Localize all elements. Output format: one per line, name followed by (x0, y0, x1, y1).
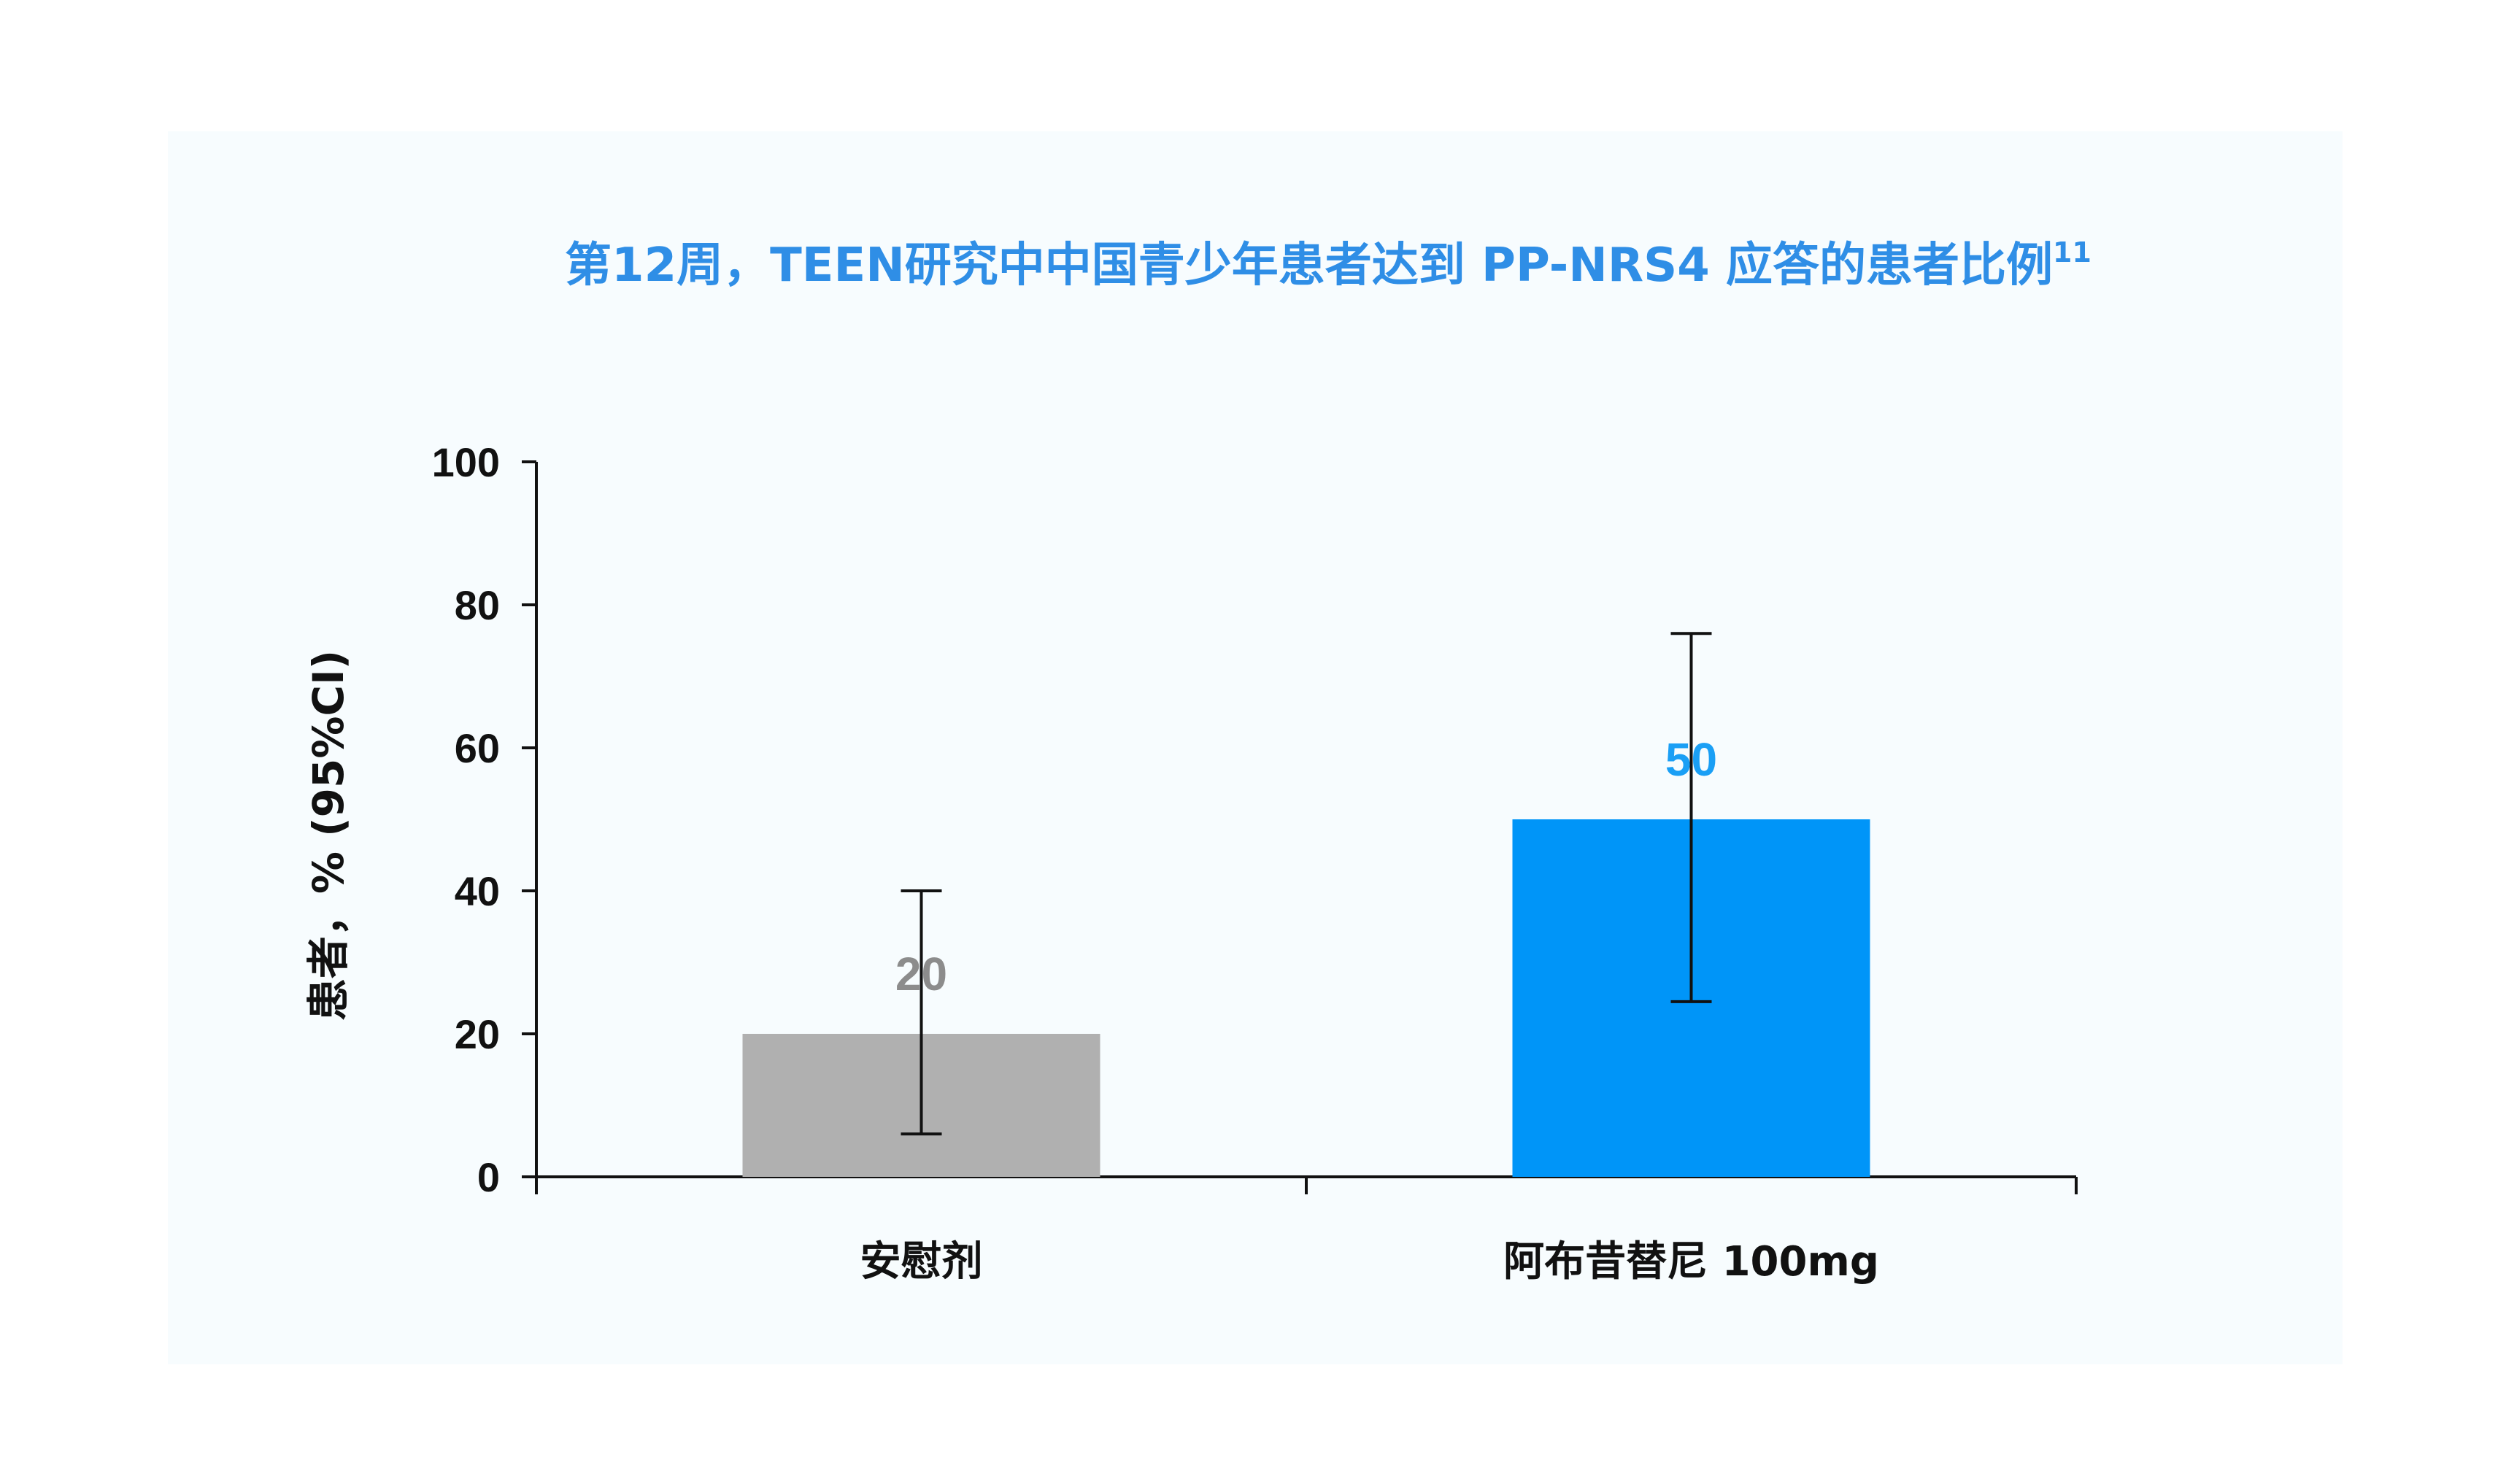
data-label: 20 (895, 948, 947, 1000)
y-tick-label: 20 (455, 1011, 500, 1057)
y-tick-label: 80 (455, 582, 500, 628)
y-tick-label: 40 (455, 868, 500, 914)
data-label: 50 (1665, 733, 1717, 786)
y-tick-label: 100 (432, 439, 500, 485)
category-labels: 安慰剂 阿布昔替尼 100mg (860, 1238, 1879, 1286)
y-tick-label: 60 (455, 725, 500, 771)
error-bars (901, 632, 1712, 1136)
x-axis (535, 1175, 2078, 1194)
chart-title-superscript: 11 (2053, 236, 2091, 268)
y-axis-title: 患者，% (95%CI) (304, 650, 353, 1021)
chart-title: 第12周，TEEN研究中中国青少年患者达到 PP-NRS4 应答的患者比例11 (565, 236, 2091, 293)
category-label: 阿布昔替尼 100mg (1503, 1238, 1879, 1286)
y-axis: 0 20 40 60 80 100 (432, 439, 538, 1200)
chart-title-text: 第12周，TEEN研究中中国青少年患者达到 PP-NRS4 应答的患者比例 (565, 239, 2053, 293)
category-label: 安慰剂 (860, 1238, 983, 1286)
y-tick-label: 0 (477, 1154, 500, 1200)
